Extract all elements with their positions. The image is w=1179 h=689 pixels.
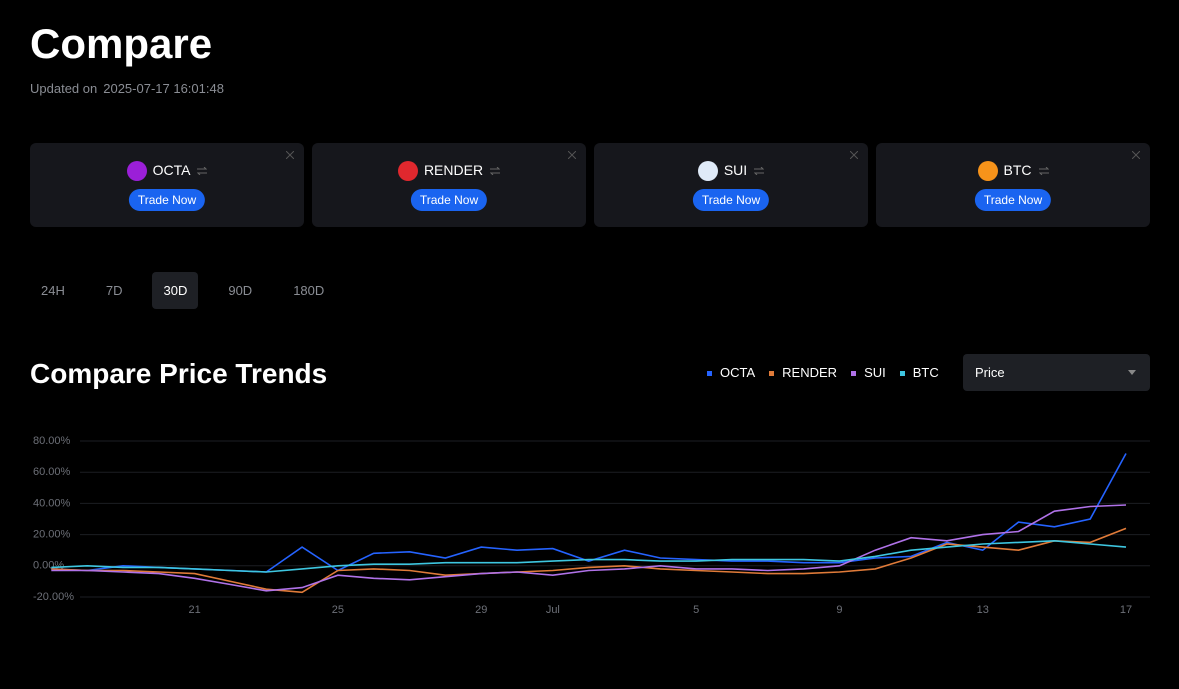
coin-icon bbox=[397, 161, 418, 182]
y-tick-label: 40.00% bbox=[33, 497, 71, 509]
swap-icon[interactable] bbox=[1038, 166, 1049, 176]
dropdown[interactable]: Price bbox=[963, 354, 1150, 391]
x-tick-label: 5 bbox=[693, 604, 699, 616]
coin-card: RENDER Trade Now bbox=[312, 143, 586, 227]
tab[interactable]: 7D bbox=[105, 283, 123, 298]
tab[interactable]: 180D bbox=[293, 283, 325, 298]
y-tick-label: 60.00% bbox=[33, 466, 71, 478]
tab[interactable]: 90D bbox=[228, 283, 253, 298]
swap-icon[interactable] bbox=[197, 166, 208, 176]
legend-label: SUI bbox=[864, 365, 886, 380]
x-tick-label: 25 bbox=[332, 604, 344, 616]
coin-name: OCTA bbox=[152, 162, 191, 178]
swap-icon[interactable] bbox=[489, 166, 501, 176]
trade-button[interactable]: Trade Now bbox=[974, 189, 1052, 211]
chart-title: Compare Price Trends bbox=[30, 358, 328, 389]
coin-row: OCTA bbox=[30, 160, 304, 182]
coin-row: SUI bbox=[594, 160, 868, 182]
trade-button[interactable]: Trade Now bbox=[410, 189, 488, 211]
series-line bbox=[51, 504, 1127, 592]
series-line bbox=[51, 539, 1127, 573]
coin-name: RENDER bbox=[423, 162, 484, 178]
legend-item[interactable]: RENDER bbox=[769, 365, 837, 380]
coin-card: SUI Trade Now bbox=[594, 143, 868, 227]
close-icon[interactable] bbox=[1132, 151, 1140, 159]
x-tick-label: 29 bbox=[475, 604, 487, 616]
legend-label: RENDER bbox=[782, 365, 838, 380]
legend-swatch bbox=[899, 371, 905, 377]
x-tick-label: 9 bbox=[836, 604, 842, 616]
close-icon[interactable] bbox=[286, 151, 294, 159]
x-tick-label: Jul bbox=[546, 604, 560, 616]
x-tick-label: 17 bbox=[1120, 604, 1132, 616]
legend-item[interactable]: OCTA bbox=[707, 365, 755, 380]
series-line bbox=[51, 453, 1127, 573]
y-tick-label: -20.00% bbox=[33, 591, 74, 603]
coin-icon bbox=[697, 161, 718, 182]
legend-swatch bbox=[769, 371, 775, 377]
coin-card: BTC Trade Now bbox=[876, 143, 1150, 227]
series-line bbox=[51, 527, 1127, 594]
tabs: 24H 7D 30D 90D 180D bbox=[30, 272, 354, 309]
coin-row: BTC bbox=[876, 160, 1150, 182]
caret bbox=[1128, 370, 1136, 375]
y-tick-label: 80.00% bbox=[33, 435, 71, 447]
tab[interactable]: 30D bbox=[152, 272, 199, 309]
legend-swatch bbox=[851, 371, 857, 377]
dropdown-value: Price bbox=[975, 365, 1005, 380]
y-tick-label: 20.00% bbox=[33, 529, 71, 541]
x-tick-label: 21 bbox=[189, 604, 201, 616]
legend-label: OCTA bbox=[720, 365, 756, 380]
coin-name: SUI bbox=[723, 162, 748, 178]
close-icon[interactable] bbox=[850, 151, 858, 159]
chart: 80.00%60.00%40.00%20.00%0.00%-20.00%21 25… bbox=[33, 435, 1150, 616]
coin-name: BTC bbox=[1003, 162, 1032, 178]
close-icon[interactable] bbox=[568, 151, 576, 159]
updated-time: 2025-07-17 16:01:48 bbox=[103, 81, 224, 96]
swap-icon[interactable] bbox=[753, 166, 765, 176]
legend-label: BTC bbox=[912, 365, 939, 380]
tab[interactable]: 24H bbox=[41, 283, 65, 298]
coin-icon bbox=[977, 161, 998, 182]
trade-button[interactable]: Trade Now bbox=[692, 189, 770, 211]
updated: Updated on 2025-07-17 16:01:48 bbox=[30, 81, 230, 96]
legend-swatch bbox=[707, 371, 712, 377]
legend: OCTA RENDER SUI BTC bbox=[707, 365, 953, 380]
trade-button[interactable]: Trade Now bbox=[128, 189, 206, 211]
legend-item[interactable]: BTC bbox=[899, 365, 939, 380]
page-title: Compare bbox=[30, 20, 213, 67]
coin-icon bbox=[126, 161, 147, 182]
x-tick-label: 13 bbox=[977, 604, 989, 616]
coin-row: RENDER bbox=[312, 160, 586, 182]
updated-label: Updated on bbox=[30, 81, 98, 96]
legend-item[interactable]: SUI bbox=[851, 365, 886, 380]
coin-card: OCTA Trade Now bbox=[30, 143, 304, 227]
